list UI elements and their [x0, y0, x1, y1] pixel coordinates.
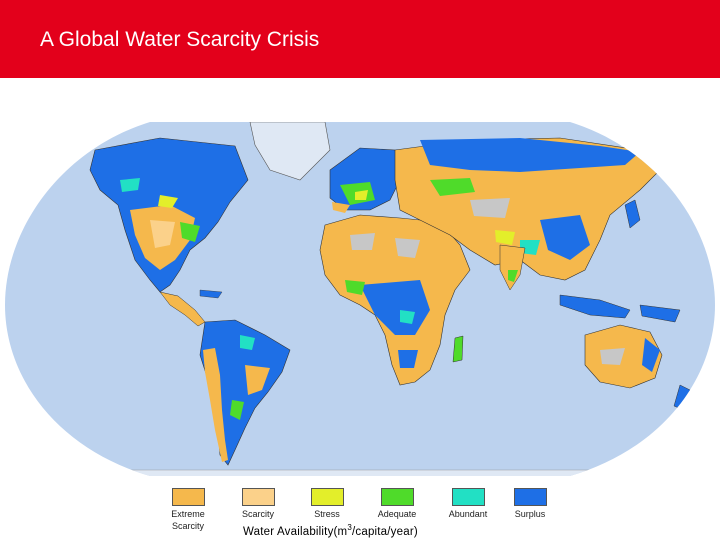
legend-swatch	[380, 488, 414, 506]
europe	[329, 147, 401, 213]
legend-item-extreme-scarcity: Extreme Scarcity	[143, 488, 233, 532]
title-bar: A Global Water Scarcity Crisis	[0, 0, 720, 78]
antarctica	[5, 469, 715, 476]
legend-item-abundant: Abundant	[423, 488, 513, 520]
legend-swatch	[171, 488, 205, 506]
axis-label-superscript: 3	[347, 523, 352, 532]
world-map-svg	[5, 122, 715, 476]
asia	[394, 137, 681, 323]
axis-label-suffix: /capita/year)	[352, 525, 418, 538]
australia	[584, 324, 691, 411]
legend-label: Stress	[314, 509, 340, 519]
africa	[319, 214, 471, 386]
legend-axis-label: Water Availability(m3/capita/year)	[243, 523, 418, 538]
legend-swatch	[310, 488, 344, 506]
south-america	[199, 319, 291, 466]
north-america	[89, 137, 249, 327]
legend: Extreme Scarcity Scarcity Stress Adequat…	[0, 488, 720, 540]
legend-label: Scarcity	[241, 509, 274, 519]
slide-title: A Global Water Scarcity Crisis	[40, 28, 320, 51]
world-map	[0, 110, 720, 490]
legend-item-surplus: Surplus	[485, 488, 575, 520]
legend-swatch	[513, 488, 547, 506]
legend-item-scarcity: Scarcity	[213, 488, 303, 520]
legend-swatch	[451, 488, 485, 506]
legend-label: Adequate	[377, 509, 417, 519]
legend-label: Surplus	[514, 509, 546, 519]
axis-label-prefix: Water Availability(m	[243, 525, 348, 538]
legend-label: Abundant	[448, 509, 488, 519]
legend-swatch	[241, 488, 275, 506]
legend-item-stress: Stress	[282, 488, 372, 520]
greenland	[249, 122, 331, 181]
legend-item-adequate: Adequate	[352, 488, 442, 520]
legend-label: Extreme Scarcity	[171, 509, 205, 531]
